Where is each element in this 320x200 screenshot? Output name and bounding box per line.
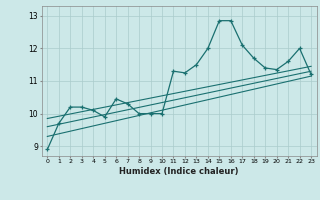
X-axis label: Humidex (Indice chaleur): Humidex (Indice chaleur) [119,167,239,176]
